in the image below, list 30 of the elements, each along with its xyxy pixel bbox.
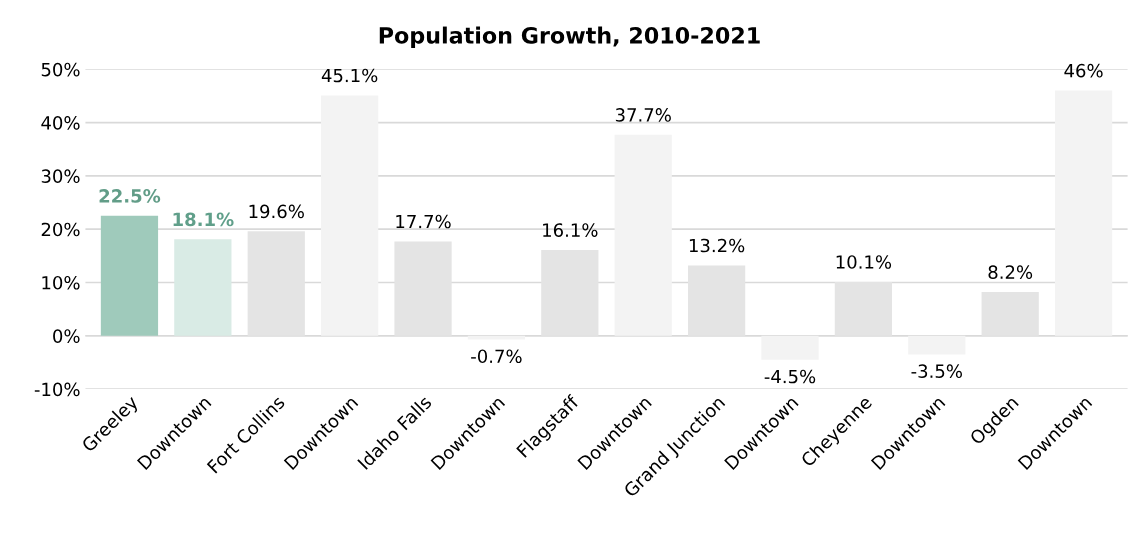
y-tick-label: 20%: [41, 222, 80, 237]
chart-title: Population Growth, 2010-2021: [379, 26, 760, 49]
data-label: -4.5%: [764, 369, 816, 384]
y-tick-label: 0%: [53, 329, 80, 343]
bar: [174, 239, 232, 336]
bar: [761, 335, 819, 360]
y-tick-label: 40%: [41, 116, 80, 130]
data-label: 22.5%: [99, 189, 161, 203]
bar: [614, 134, 672, 336]
data-label: 13.2%: [689, 238, 745, 253]
data-label: 10.1%: [836, 255, 892, 269]
bar: [908, 335, 966, 355]
bar: [1054, 90, 1113, 336]
y-tick-label: -10%: [34, 382, 80, 397]
bar: [467, 335, 526, 340]
y-tick-label: 50%: [41, 62, 80, 77]
data-label: -0.7%: [471, 349, 522, 364]
data-label: 19.6%: [249, 204, 304, 219]
data-label: 16.1%: [543, 223, 598, 237]
data-label: 46%: [1064, 63, 1103, 78]
bar: [321, 95, 379, 336]
data-label: 45.1%: [321, 68, 378, 83]
data-label: 18.1%: [173, 212, 234, 227]
data-label: 17.7%: [396, 214, 451, 229]
data-label: 37.7%: [615, 108, 671, 122]
data-label: -3.5%: [911, 364, 962, 379]
y-tick-label: 10%: [42, 275, 80, 290]
y-tick-label: 30%: [41, 169, 80, 184]
bar: [100, 215, 159, 336]
data-label: 8.2%: [988, 265, 1033, 279]
